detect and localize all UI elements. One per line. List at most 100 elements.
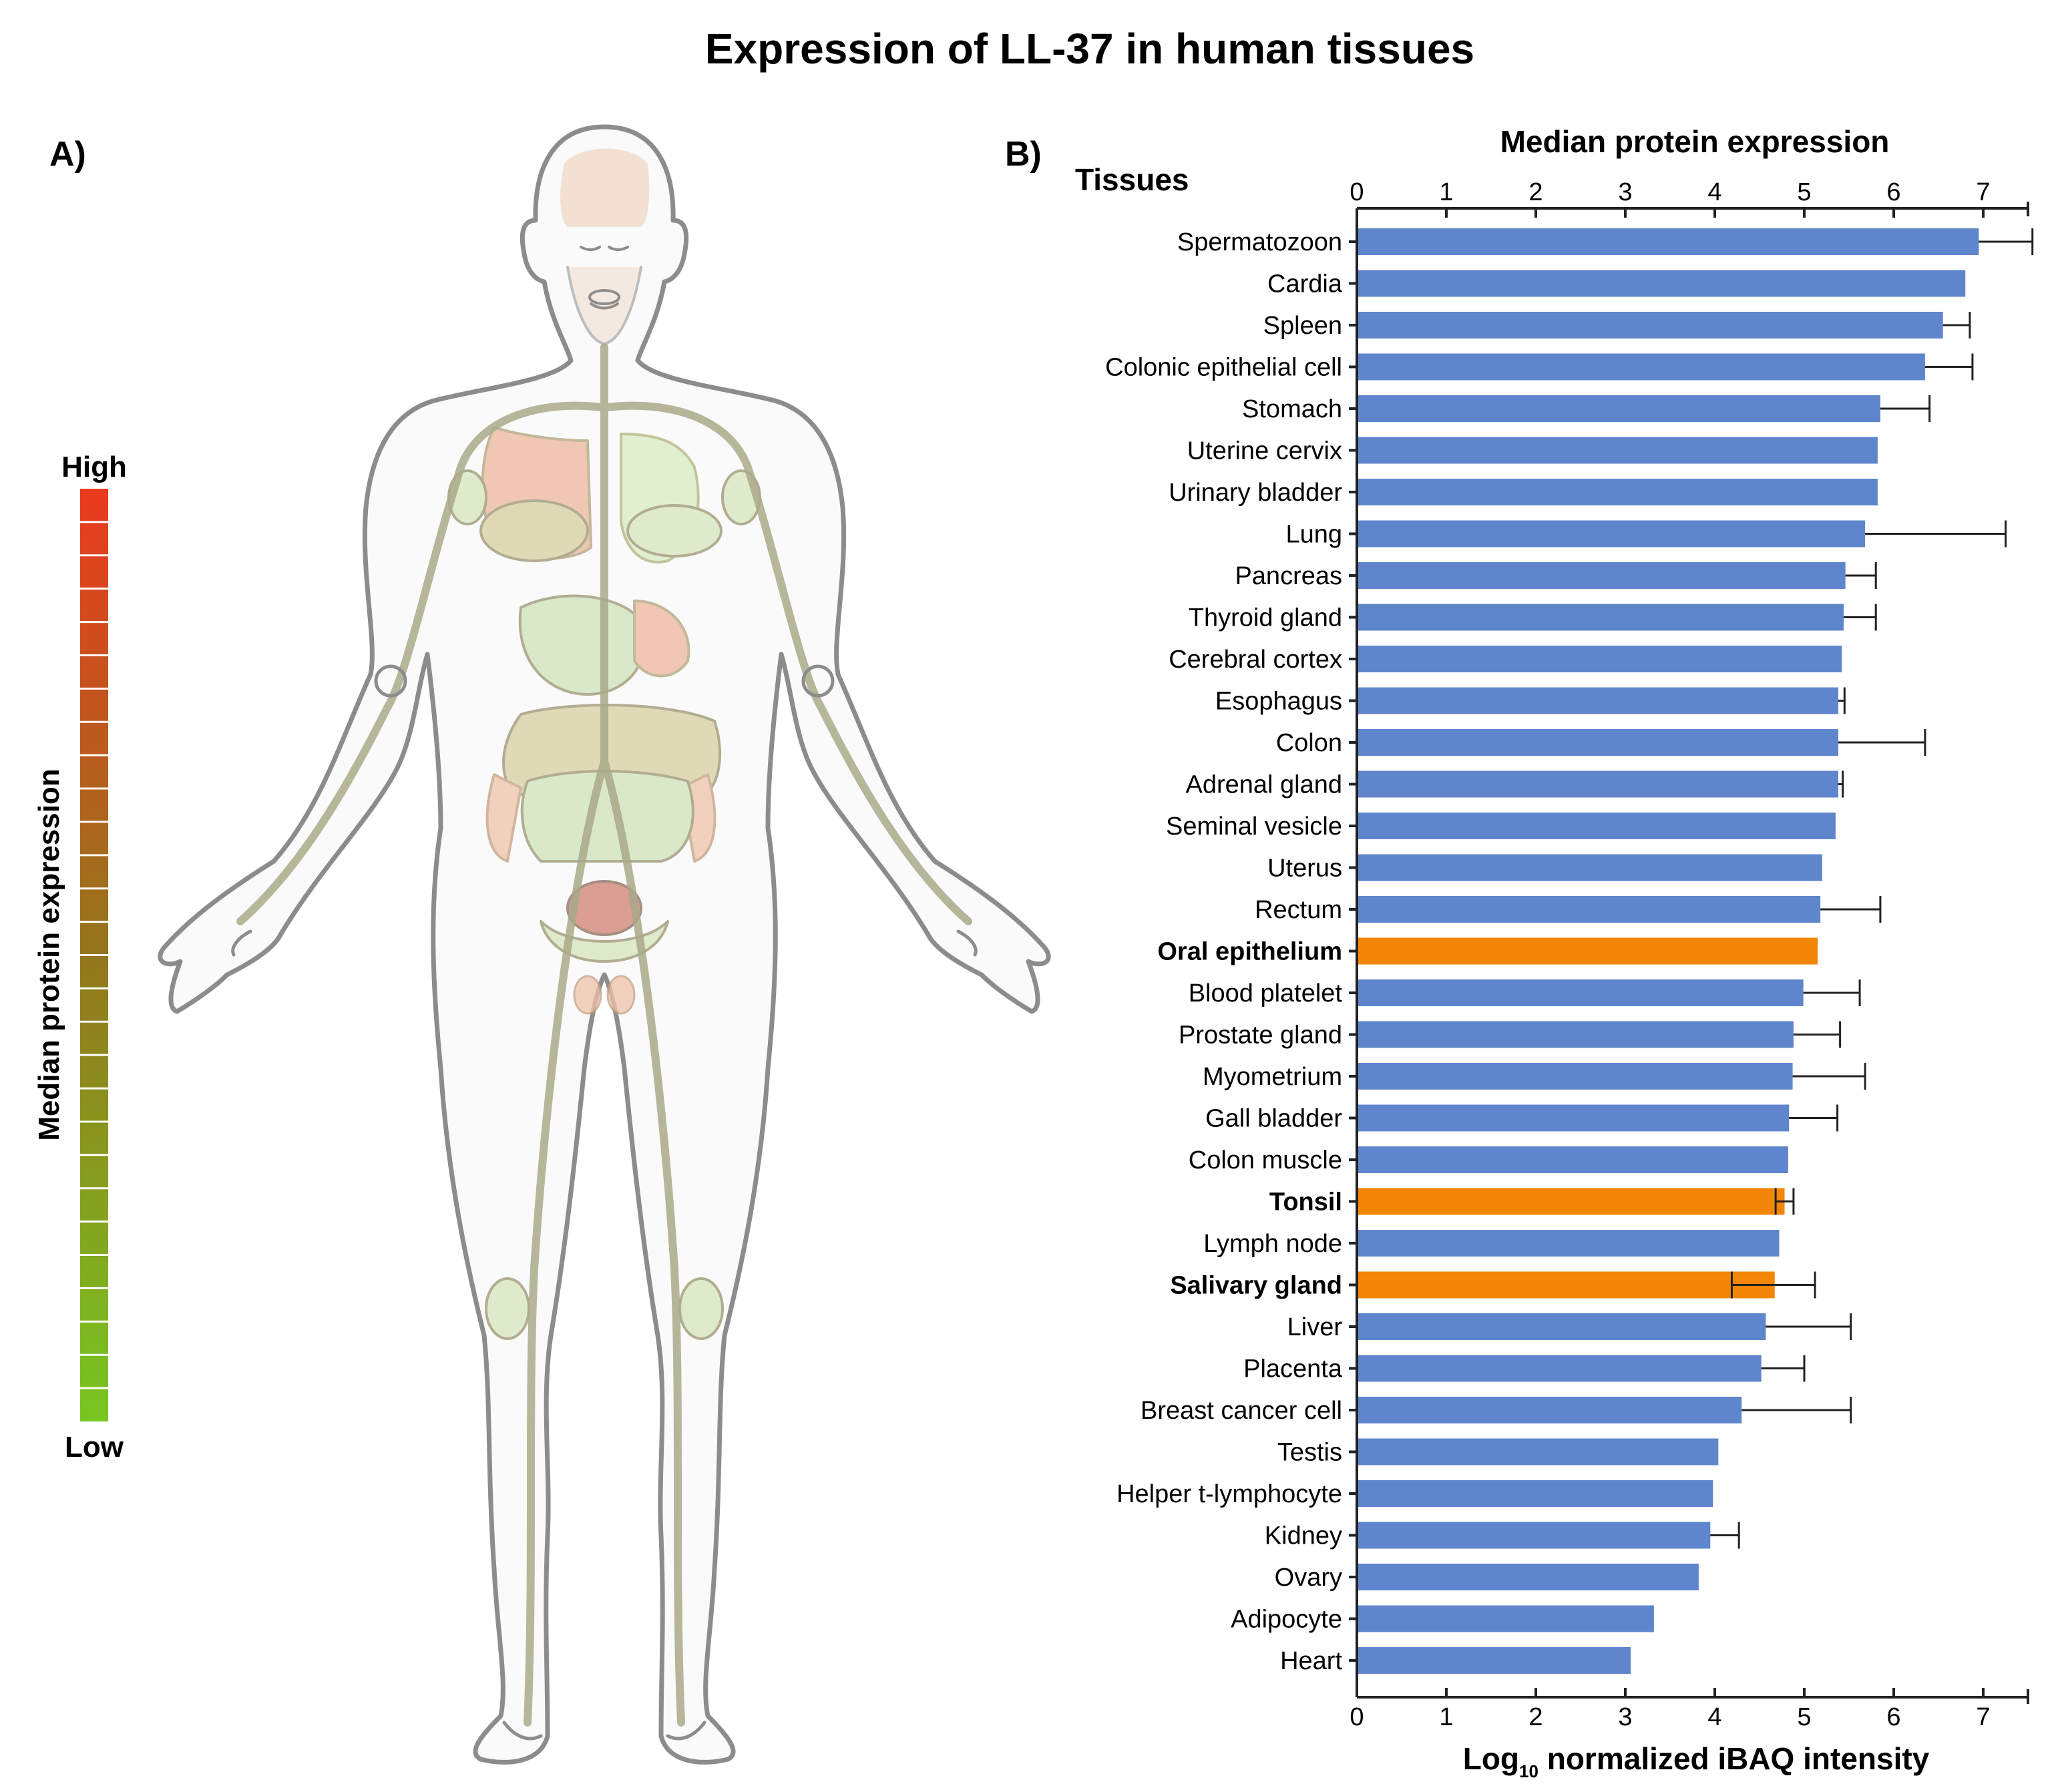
- top-tick-label: 3: [1618, 178, 1632, 206]
- face: [560, 148, 650, 227]
- category-label: Blood platelet: [1189, 979, 1343, 1007]
- category-label: Myometrium: [1203, 1063, 1342, 1091]
- category-label: Gall bladder: [1205, 1105, 1342, 1133]
- bar: [1358, 1480, 1713, 1507]
- bar: [1358, 1313, 1766, 1340]
- bar: [1358, 1522, 1711, 1549]
- bar: [1358, 604, 1844, 631]
- tissues-header: Tissues: [1075, 162, 1189, 197]
- category-label: Lung: [1285, 521, 1342, 549]
- bar: [1358, 1438, 1719, 1466]
- category-label: Tonsil: [1269, 1188, 1342, 1216]
- chart-axes: 0 0 1 1 2 2 3 3 4 4 5 5 6 6 7 7: [1349, 178, 2029, 1731]
- category-label: Adrenal gland: [1185, 771, 1342, 799]
- category-label: Urinary bladder: [1169, 479, 1342, 507]
- bottom-tick-label: 7: [1976, 1703, 1990, 1731]
- bar: [1358, 1063, 1793, 1090]
- bar: [1358, 1271, 1775, 1299]
- category-label: Pancreas: [1235, 562, 1342, 590]
- bar: [1358, 1564, 1699, 1590]
- bar: [1358, 395, 1880, 422]
- bar: [1358, 1605, 1654, 1632]
- bar: [1358, 770, 1838, 798]
- bar: [1358, 1355, 1762, 1382]
- category-label: Esophagus: [1215, 688, 1342, 716]
- legend-segments: [80, 521, 108, 1389]
- x-axis-title: Log10 normalized iBAQ intensity: [1463, 1741, 1930, 1781]
- bar: [1358, 1397, 1742, 1423]
- bar: [1358, 479, 1878, 505]
- bottom-tick-label: 6: [1886, 1703, 1900, 1731]
- category-label: Kidney: [1265, 1522, 1342, 1550]
- category-label: Ovary: [1275, 1564, 1342, 1592]
- category-label: Adipocyte: [1231, 1606, 1342, 1634]
- x-axis-title-rest: normalized iBAQ intensity: [1539, 1741, 1930, 1776]
- category-label: Thyroid gland: [1189, 604, 1342, 632]
- top-axis-title: Median protein expression: [1500, 124, 1890, 159]
- bar: [1358, 687, 1838, 714]
- category-label: Testis: [1277, 1439, 1342, 1467]
- top-tick-label: 2: [1528, 178, 1543, 206]
- bottom-tick-label: 5: [1797, 1703, 1811, 1731]
- bar: [1358, 729, 1838, 756]
- category-label: Colonic epithelial cell: [1105, 354, 1342, 382]
- bottom-tick-label: 3: [1618, 1703, 1632, 1731]
- bar: [1358, 270, 1966, 297]
- top-tick-label: 0: [1350, 178, 1364, 206]
- bar: [1358, 228, 1979, 255]
- category-label: Uterine cervix: [1187, 437, 1342, 465]
- bar: [1358, 353, 1925, 381]
- legend-title: Median protein expression: [33, 768, 65, 1140]
- category-label: Spermatozoon: [1177, 228, 1342, 256]
- bottom-tick-label: 2: [1528, 1703, 1543, 1731]
- category-label: Placenta: [1243, 1355, 1343, 1383]
- bar: [1358, 937, 1818, 965]
- category-label: Salivary gland: [1170, 1272, 1342, 1300]
- bar: [1358, 813, 1836, 839]
- bar: [1358, 1188, 1785, 1215]
- panel-a-label: A): [49, 135, 86, 174]
- top-tick-label: 1: [1439, 178, 1453, 206]
- bar: [1358, 1104, 1790, 1132]
- category-label: Breast cancer cell: [1141, 1397, 1342, 1425]
- category-label: Uterus: [1267, 855, 1342, 883]
- top-tick-label: 7: [1976, 178, 1990, 206]
- category-label: Helper t-lymphocyte: [1116, 1480, 1342, 1508]
- bar: [1358, 312, 1943, 339]
- bar: [1358, 520, 1866, 547]
- color-legend: High Low Median protein expression: [33, 451, 127, 1464]
- category-label: Spleen: [1263, 312, 1342, 340]
- bar: [1358, 979, 1804, 1006]
- legend-high-label: High: [61, 451, 127, 483]
- category-label: Lymph node: [1203, 1230, 1342, 1258]
- category-label: Colon: [1276, 729, 1342, 757]
- bar: [1358, 854, 1822, 881]
- bottom-tick-label: 1: [1439, 1703, 1453, 1731]
- category-label: Cardia: [1267, 270, 1343, 298]
- x-axis-title-subscript: 10: [1519, 1761, 1539, 1781]
- bottom-tick-label: 0: [1350, 1703, 1364, 1731]
- category-label: Heart: [1280, 1647, 1342, 1675]
- bar: [1358, 646, 1842, 672]
- category-label: Seminal vesicle: [1166, 813, 1342, 841]
- panel-b-label: B): [1005, 135, 1042, 174]
- human-body-illustration: [158, 124, 1051, 1765]
- top-tick-label: 5: [1797, 178, 1811, 206]
- bar: [1358, 1647, 1631, 1674]
- vessels: [236, 343, 972, 1727]
- chart-category-labels: Spermatozoon Cardia Spleen Colonic epitheli…: [1105, 228, 1343, 1675]
- top-tick-label: 6: [1886, 178, 1900, 206]
- category-label: Prostate gland: [1179, 1022, 1342, 1050]
- bar: [1358, 562, 1846, 589]
- category-label: Cerebral cortex: [1169, 646, 1342, 674]
- bar: [1358, 1146, 1788, 1173]
- x-axis-title-prefix: Log: [1463, 1741, 1519, 1776]
- bar-chart: 0 0 1 1 2 2 3 3 4 4 5 5 6 6 7 7 Spermatozoon Cardia Splee…: [1105, 178, 2034, 1731]
- limb-details: [231, 664, 978, 1741]
- category-label: Oral epithelium: [1157, 938, 1342, 966]
- figure-title: Expression of LL-37 in human tissues: [705, 25, 1474, 73]
- bar: [1358, 896, 1821, 923]
- bar: [1358, 1230, 1780, 1257]
- bottom-tick-label: 4: [1707, 1703, 1721, 1731]
